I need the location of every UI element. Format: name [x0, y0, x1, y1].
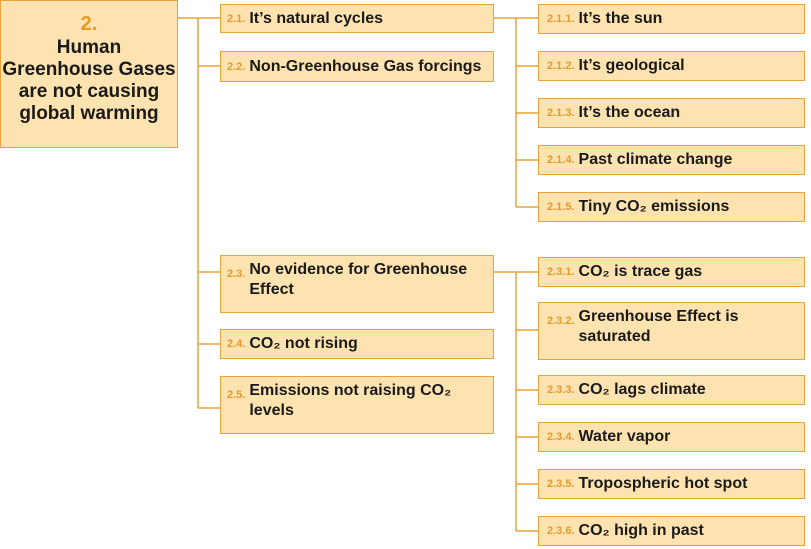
node-label: Non-Greenhouse Gas forcings [249, 57, 482, 75]
node-number: 2.1.2. [547, 60, 575, 72]
node-label: Past climate change [578, 151, 733, 168]
node-number: 2.1.5. [547, 201, 575, 213]
node-label: It’s natural cycles [249, 9, 384, 27]
node-number: 2.3.1. [547, 266, 575, 278]
node-2-4: 2.4. CO₂ not rising [220, 329, 494, 359]
node-2-5: 2.5. Emissions not raising CO₂ levels [220, 376, 494, 434]
node-label: It’s the ocean [578, 104, 681, 121]
root-number: 2. [80, 13, 98, 35]
node-label: CO₂ high in past [578, 522, 704, 539]
node-2-3-4: 2.3.4. Water vapor [538, 422, 805, 452]
node-label: No evidence for Greenhouse Effect [249, 261, 468, 298]
node-2-3-5: 2.3.5. Tropospheric hot spot [538, 469, 805, 499]
node-2-2: 2.2. Non-Greenhouse Gas forcings [220, 51, 494, 82]
node-2-1-4: 2.1.4. Past climate change [538, 145, 805, 175]
node-label: Tiny CO₂ emissions [578, 198, 730, 215]
node-number: 2.4. [227, 338, 246, 350]
node-2-1-1: 2.1.1. It’s the sun [538, 4, 805, 34]
node-number: 2.1. [227, 12, 246, 25]
node-number: 2.1.4. [547, 154, 575, 166]
node-2-3-1: 2.3.1. CO₂ is trace gas [538, 257, 805, 287]
root-node: 2. Human Greenhouse Gases are not causin… [0, 0, 178, 148]
root-title: Human Greenhouse Gases are not causing g… [2, 37, 176, 124]
node-number: 2.3.4. [547, 431, 575, 443]
node-number: 2.1.1. [547, 13, 575, 25]
node-2-1-2: 2.1.2. It’s geological [538, 51, 805, 81]
node-number: 2.2. [227, 60, 246, 73]
node-2-3-2: 2.3.2. Greenhouse Effect is saturated [538, 302, 805, 360]
node-label: It’s the sun [578, 10, 663, 27]
node-2-3-6: 2.3.6. CO₂ high in past [538, 516, 805, 546]
node-2-1: 2.1. It’s natural cycles [220, 4, 494, 33]
node-2-3-3: 2.3.3. CO₂ lags climate [538, 375, 805, 405]
node-label: Water vapor [578, 428, 671, 445]
node-number: 2.3. [227, 268, 246, 280]
node-label: CO₂ lags climate [578, 381, 706, 398]
node-2-1-3: 2.1.3. It’s the ocean [538, 98, 805, 128]
node-number: 2.3.2. [547, 315, 575, 327]
node-label: Emissions not raising CO₂ levels [249, 382, 452, 419]
node-label: It’s geological [578, 57, 685, 74]
node-number: 2.3.5. [547, 478, 575, 490]
node-2-3: 2.3. No evidence for Greenhouse Effect [220, 255, 494, 313]
node-label: Tropospheric hot spot [578, 475, 748, 492]
node-label: CO₂ not rising [249, 335, 358, 352]
node-label: Greenhouse Effect is saturated [578, 308, 739, 345]
node-number: 2.1.3. [547, 107, 575, 119]
node-2-1-5: 2.1.5. Tiny CO₂ emissions [538, 192, 805, 222]
node-number: 2.3.6. [547, 525, 575, 537]
node-label: CO₂ is trace gas [578, 263, 703, 280]
node-number: 2.3.3. [547, 384, 575, 396]
node-number: 2.5. [227, 389, 246, 401]
